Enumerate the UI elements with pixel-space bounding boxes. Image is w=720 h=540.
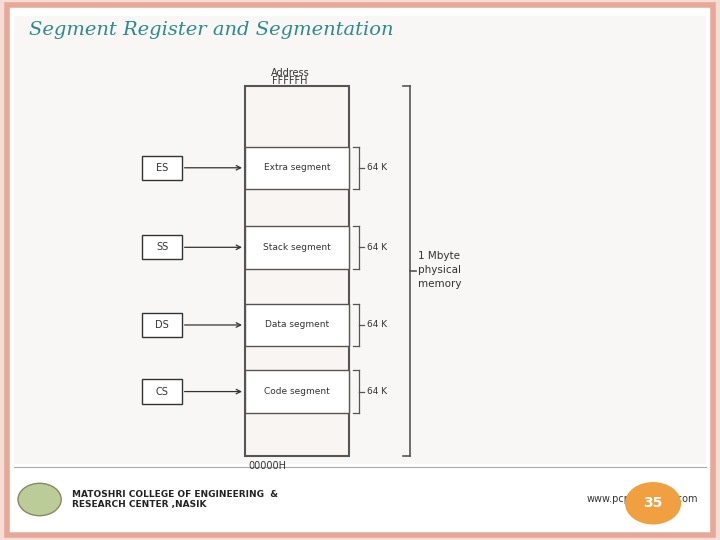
Bar [245, 86, 349, 456]
Text: Stack segment: Stack segment [263, 243, 331, 252]
Text: www.pcpatil.webs.com: www.pcpatil.webs.com [587, 495, 698, 504]
Text: Extra segment: Extra segment [264, 163, 330, 172]
Circle shape [626, 483, 680, 524]
Text: Code segment: Code segment [264, 387, 330, 396]
Circle shape [18, 483, 61, 516]
Text: Data segment: Data segment [265, 320, 329, 329]
Bar [245, 226, 349, 268]
Text: 64 K: 64 K [367, 320, 387, 329]
Bar [143, 235, 182, 259]
Text: Segment Register and Segmentation: Segment Register and Segmentation [29, 21, 393, 39]
Text: 64 K: 64 K [367, 243, 387, 252]
Bar [143, 313, 182, 337]
Text: MATOSHRI COLLEGE OF ENGINEERING  &
RESEARCH CENTER ,NASIK: MATOSHRI COLLEGE OF ENGINEERING & RESEAR… [72, 490, 278, 509]
Bar [143, 380, 182, 404]
Bar [143, 156, 182, 180]
Text: Address: Address [271, 68, 309, 78]
Text: SS: SS [156, 242, 168, 252]
Text: FFFFFH: FFFFFH [272, 76, 307, 86]
Text: 1 Mbyte
physical
memory: 1 Mbyte physical memory [418, 251, 461, 289]
Bar [245, 370, 349, 413]
Text: 64 K: 64 K [367, 387, 387, 396]
Text: 00000H: 00000H [248, 461, 287, 471]
Text: CS: CS [156, 387, 168, 396]
Text: 35: 35 [644, 496, 662, 510]
Text: ES: ES [156, 163, 168, 173]
Text: DS: DS [155, 320, 169, 330]
Bar [14, 16, 706, 464]
Bar [245, 303, 349, 346]
Text: 64 K: 64 K [367, 163, 387, 172]
Bar [245, 146, 349, 189]
